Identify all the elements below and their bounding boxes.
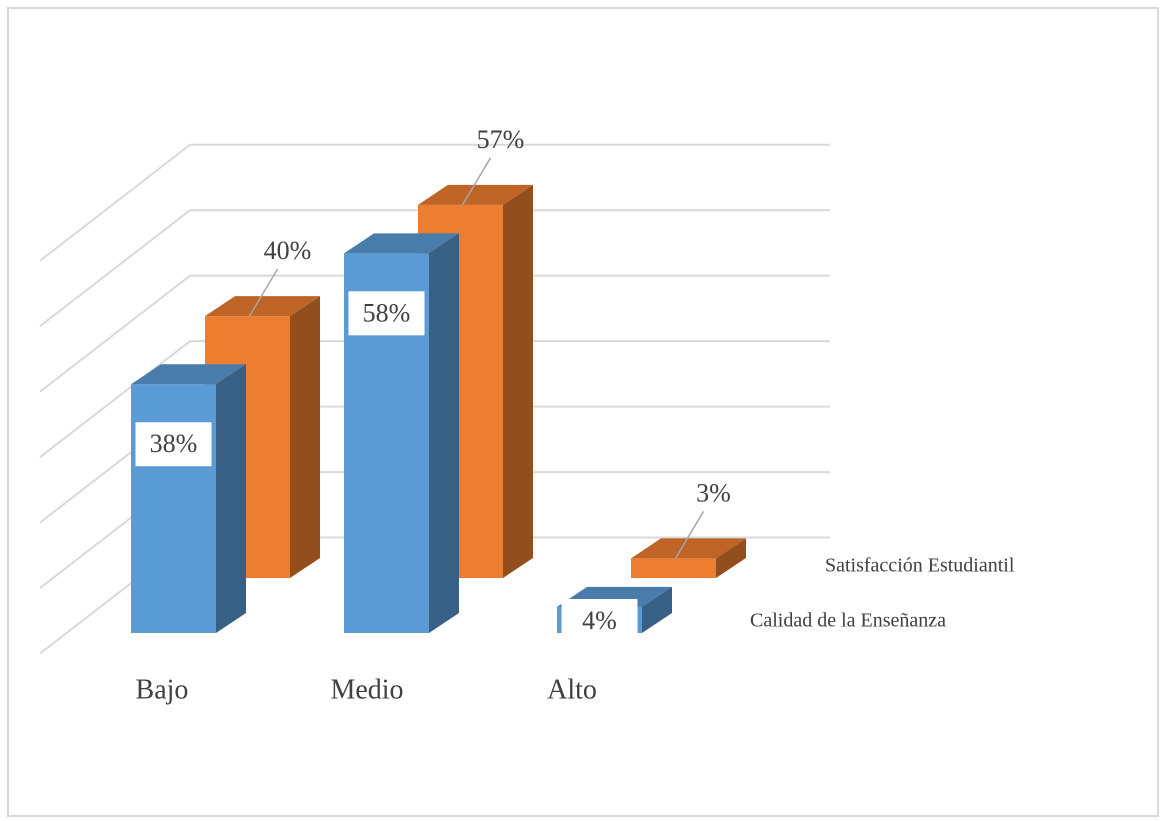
bar-side: [216, 364, 246, 633]
bar-top: [344, 233, 459, 254]
value-label-box: [348, 291, 425, 336]
value-label-box: [135, 422, 212, 467]
bar-side: [716, 538, 746, 578]
leader-line: [674, 510, 705, 559]
grid-line-side: [39, 209, 191, 328]
value-label: 57%: [477, 125, 525, 154]
value-label: 40%: [264, 236, 312, 265]
legend-label: Satisfacción Estudiantil: [825, 555, 1015, 577]
bar-front: [631, 558, 716, 578]
bar-top: [418, 184, 533, 205]
bar-side: [642, 586, 672, 633]
leader-line: [248, 268, 279, 317]
bar-side: [429, 233, 459, 634]
x-tick-label: Medio: [330, 674, 403, 705]
value-label: 58%: [363, 298, 411, 327]
legend-label: Calidad de la Enseñanza: [750, 610, 946, 632]
grid-line-side: [39, 274, 191, 393]
x-tick-label: Bajo: [136, 674, 189, 705]
bar-top: [631, 538, 746, 559]
grid-line-side: [39, 143, 191, 262]
bar-side: [503, 184, 533, 578]
leader-line: [461, 157, 492, 206]
bar-top: [205, 296, 320, 317]
bar-front: [131, 384, 216, 633]
bar-top: [131, 364, 246, 385]
value-label: 3%: [696, 478, 731, 507]
bar-side: [290, 296, 320, 578]
value-label: 38%: [150, 429, 198, 458]
grid-line-side: [39, 340, 191, 458]
value-label: 4%: [582, 606, 617, 635]
value-label-box: [561, 599, 638, 643]
x-tick-label: Alto: [547, 674, 597, 705]
